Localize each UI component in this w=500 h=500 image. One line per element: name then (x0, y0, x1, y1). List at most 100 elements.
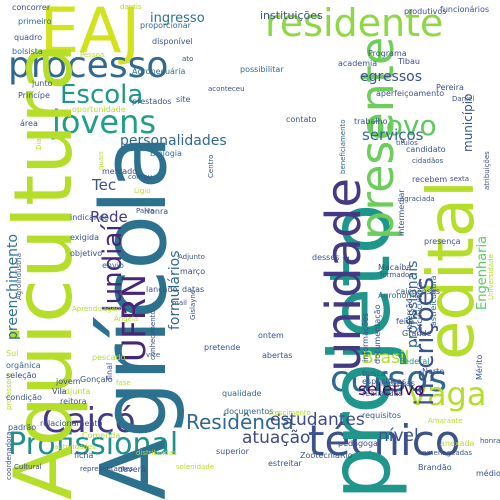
word-cloud-word: junto (32, 79, 53, 88)
word-cloud-word: inserção (405, 298, 414, 332)
word-cloud-word: oportunidade (72, 105, 126, 114)
word-cloud-word: anexada (440, 439, 475, 448)
word-cloud-word: ato (182, 55, 194, 63)
word-cloud-word: autoridades (54, 443, 96, 451)
word-cloud-word: ontem (258, 331, 284, 340)
word-cloud-word: Tibau (398, 57, 420, 66)
word-cloud-word: lançado (146, 285, 178, 294)
word-cloud-word: Sul (6, 349, 19, 358)
word-cloud-word: Paiva (136, 207, 155, 215)
word-cloud-word: Aprendizagem (72, 305, 123, 313)
word-cloud-word: Comenda (82, 431, 121, 440)
word-cloud-word: adjunta (60, 387, 91, 396)
word-cloud-word: Federal (400, 357, 430, 366)
word-cloud-word: feira (396, 317, 415, 326)
word-cloud-word: Honra (144, 207, 169, 216)
word-cloud-word: Cultural (14, 463, 42, 471)
word-cloud-word: vaga (408, 375, 487, 413)
word-cloud-word: abertas (262, 351, 293, 360)
word-cloud-word: Escola (60, 80, 144, 110)
word-cloud-word: prestados (132, 97, 172, 106)
word-cloud-word: fase (116, 379, 131, 387)
word-cloud-word: instituições (260, 9, 323, 22)
word-cloud-word: envio (102, 261, 124, 270)
word-cloud-word: personalidades (120, 133, 227, 149)
word-cloud-word: Zootecnia (300, 451, 340, 460)
word-cloud-word: beneficiamento (339, 119, 347, 174)
word-cloud-word: Agroindústria (15, 252, 23, 300)
word-cloud-word: egressos (360, 69, 423, 85)
word-cloud-word: cidadãos (412, 157, 444, 165)
word-cloud-word: Dias (35, 134, 43, 150)
word-cloud-word: Residência (186, 410, 294, 434)
word-cloud-word: vice (146, 351, 161, 359)
word-cloud-word: quais (97, 151, 105, 170)
word-cloud-word: produtivos (404, 7, 447, 16)
word-cloud-word: Programa (368, 49, 407, 58)
word-cloud-word: mail (172, 299, 187, 307)
word-cloud-word: homenageadas (418, 449, 472, 457)
word-cloud-word: Pereira (436, 83, 464, 92)
word-cloud-word: trabalho (354, 117, 388, 126)
word-cloud-word: primeiro (18, 17, 52, 26)
word-cloud-word: realizadas (362, 389, 403, 398)
word-cloud-word: presença (424, 237, 461, 246)
word-cloud-word: concorrer (12, 3, 51, 12)
word-cloud-word: ingresso (150, 11, 205, 26)
word-cloud-word: pescado (92, 353, 126, 362)
word-cloud-word: Norte (422, 367, 445, 376)
word-cloud-word: dantis (120, 3, 142, 11)
word-cloud-word: seletivo (358, 380, 425, 400)
word-cloud-word: informações (361, 312, 370, 362)
word-cloud-word: aconteceu (208, 85, 245, 93)
word-cloud-word: estreitar (268, 459, 302, 468)
word-cloud-word: datas (182, 285, 205, 294)
word-cloud-word: Brandão (418, 463, 452, 472)
word-cloud-word: formados (380, 271, 413, 279)
word-cloud-word: requisitos (362, 411, 401, 420)
word-cloud-word: deverá (118, 465, 146, 474)
word-cloud-word: indicando (70, 213, 109, 222)
word-cloud-word: técnico (308, 416, 461, 465)
word-cloud-word: academia (338, 59, 378, 68)
word-cloud-word: condição (6, 393, 42, 402)
word-cloud-word: Tec (92, 176, 117, 194)
word-cloud-word: Daniel (452, 95, 475, 103)
word-cloud-word: residente (265, 1, 444, 45)
word-cloud-word: Gislayne (189, 289, 197, 320)
word-cloud-word: serviços (362, 126, 424, 144)
word-cloud-word: Brasil (362, 348, 410, 368)
word-cloud-word: Ângela (114, 315, 139, 323)
word-cloud-word: pedagoga (338, 439, 378, 448)
word-cloud-word: Grande (402, 329, 432, 338)
word-cloud-word: empresas (376, 379, 416, 388)
word-cloud-word: Pessoa (80, 51, 105, 59)
word-cloud-word: atribuições (483, 151, 491, 190)
word-cloud-word: contou (128, 173, 153, 181)
word-cloud-word: recebem (412, 175, 448, 184)
word-cloud-word: Adjunto (178, 253, 205, 261)
word-cloud-word: Agropecuária (132, 67, 186, 76)
word-cloud-word: crescimento (268, 409, 311, 417)
word-cloud-word: sexta (450, 175, 470, 183)
word-cloud-word: especificas (362, 377, 407, 386)
word-cloud-word: candidato (406, 145, 446, 154)
word-cloud-word: Rio (340, 451, 353, 460)
word-cloud-word: Amarante (428, 417, 463, 425)
word-cloud-word: coordenadora (5, 431, 13, 480)
word-cloud-word: Profissional (8, 427, 179, 462)
word-cloud-word: relacionamento (40, 419, 103, 428)
word-cloud-word: Macaíba (378, 263, 412, 272)
word-cloud-word: Rede (90, 208, 128, 226)
word-cloud-word: possibilitar (240, 65, 284, 74)
word-cloud-word: Gonçalo (80, 375, 113, 384)
word-cloud-word: caicoenses (396, 287, 441, 296)
word-cloud-word: reitora (60, 397, 87, 406)
word-cloud-word: qualidade (222, 389, 262, 398)
word-cloud-word: solenidade (176, 463, 215, 471)
word-cloud-word: Mérito (475, 354, 484, 380)
word-cloud-word: objetivo (70, 249, 103, 258)
word-cloud-word: exigida (70, 233, 100, 242)
word-cloud-word: busca (362, 369, 386, 378)
